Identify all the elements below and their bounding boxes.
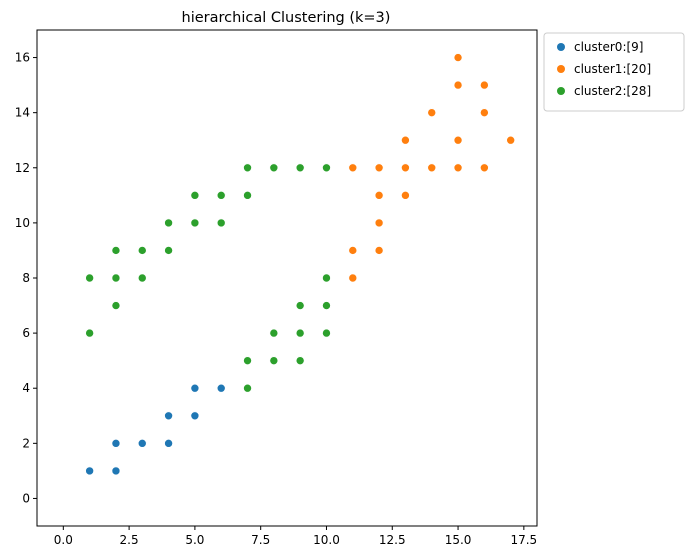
cluster2-point — [322, 163, 331, 173]
y-tick-label: 6 — [22, 326, 30, 340]
cluster1-point — [401, 163, 410, 173]
cluster2-point — [269, 328, 279, 338]
x-tick-label: 12.5 — [379, 533, 406, 547]
cluster2-point — [216, 191, 226, 200]
y-tick-label: 8 — [22, 271, 30, 285]
cluster2-point — [190, 191, 200, 200]
cluster1-point — [348, 246, 358, 255]
cluster1-point — [480, 108, 489, 117]
cluster2-point — [137, 246, 147, 255]
cluster1-point — [453, 53, 463, 62]
cluster2-point — [137, 273, 147, 283]
cluster2-point — [85, 328, 94, 338]
legend-label: cluster1:[20] — [574, 62, 651, 76]
cluster2-point — [164, 246, 173, 255]
cluster1-point — [453, 80, 463, 90]
cluster1-point — [506, 135, 515, 145]
cluster1-point — [374, 246, 384, 255]
cluster2-point — [295, 356, 305, 365]
cluster1-point — [401, 191, 410, 200]
legend-label: cluster2:[28] — [574, 84, 651, 98]
cluster2-point — [243, 356, 252, 365]
cluster0-point — [190, 411, 200, 421]
cluster1-point — [374, 218, 384, 228]
chart-title: hierarchical Clustering (k=3) — [182, 10, 391, 26]
cluster1-point — [480, 163, 489, 173]
cluster1-point — [374, 163, 384, 173]
y-tick-label: 12 — [15, 161, 30, 175]
y-tick-label: 2 — [22, 436, 30, 450]
cluster0-point — [137, 439, 147, 448]
cluster2-point — [322, 328, 331, 338]
plot-area — [37, 30, 537, 526]
x-tick-label: 5.0 — [185, 533, 204, 547]
cluster2-point — [322, 273, 331, 283]
cluster0-point — [190, 383, 200, 393]
legend-box — [543, 32, 685, 112]
y-axis: 0 2 4 6 8 10 12 14 16 — [15, 51, 37, 505]
legend-label: cluster0:[9] — [574, 40, 644, 54]
cluster2-point — [243, 191, 252, 200]
cluster2-point — [295, 163, 305, 173]
cluster2-point — [111, 273, 121, 283]
cluster0-point — [111, 466, 121, 476]
cluster2-point — [322, 301, 331, 310]
cluster0-point — [85, 466, 94, 476]
legend-marker — [557, 65, 565, 73]
cluster1-point — [480, 80, 489, 90]
y-tick-label: 4 — [22, 381, 30, 395]
cluster2-point — [85, 273, 94, 283]
cluster2-point — [243, 163, 252, 173]
cluster2-point — [216, 218, 226, 228]
cluster1-point — [401, 135, 410, 145]
cluster1-point — [453, 135, 463, 145]
cluster1-point — [374, 191, 384, 200]
y-tick-label: 14 — [15, 106, 30, 120]
cluster0-point — [216, 383, 226, 393]
x-tick-label: 0.0 — [54, 533, 73, 547]
cluster1-point — [453, 163, 463, 173]
x-tick-label: 10.0 — [313, 533, 340, 547]
cluster1-point — [427, 108, 437, 117]
cluster1-point — [348, 163, 358, 173]
cluster0-point — [111, 439, 121, 448]
cluster1-point — [348, 273, 358, 283]
x-tick-label: 2.5 — [120, 533, 139, 547]
y-tick-label: 10 — [15, 216, 30, 230]
cluster2-point — [111, 301, 121, 310]
cluster2-point — [295, 301, 305, 310]
cluster2-point — [269, 163, 279, 173]
x-tick-label: 7.5 — [251, 533, 270, 547]
plot-frame — [36, 29, 538, 527]
cluster1-point — [427, 163, 437, 173]
x-tick-label: 15.0 — [445, 533, 472, 547]
y-tick-label: 16 — [15, 51, 30, 65]
cluster2-point — [269, 356, 279, 365]
cluster2-point — [111, 246, 121, 255]
cluster2-point — [164, 218, 173, 228]
cluster0-point — [164, 411, 173, 421]
legend: cluster0:[9] cluster1:[20] cluster2:[28] — [543, 32, 685, 112]
x-tick-label: 17.5 — [510, 533, 537, 547]
cluster0-point — [164, 439, 173, 448]
cluster2-point — [295, 328, 305, 338]
legend-marker — [557, 87, 565, 95]
legend-marker — [557, 43, 565, 51]
cluster2-point — [190, 218, 200, 228]
cluster2-point — [243, 383, 252, 393]
y-tick-label: 0 — [22, 491, 30, 505]
x-axis: 0.0 2.5 5.0 7.5 10.0 12.5 15.0 17.5 — [54, 526, 537, 547]
points-layer — [85, 53, 515, 476]
